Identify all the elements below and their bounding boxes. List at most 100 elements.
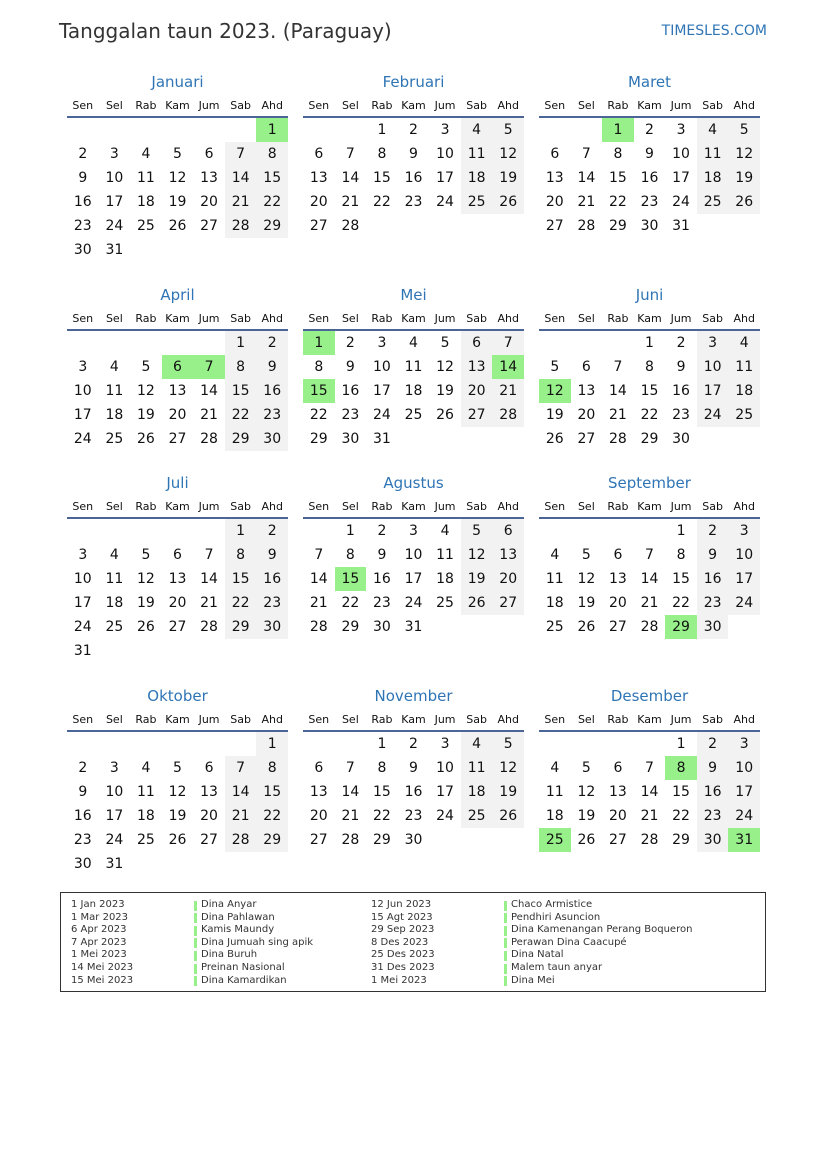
day-cell: 2 xyxy=(256,331,288,355)
weekday-label: Rab xyxy=(371,713,393,726)
day-cell: 13 xyxy=(609,571,627,587)
empty-cell xyxy=(162,732,194,756)
day-cell: 24 xyxy=(672,194,690,210)
brand-link[interactable]: TIMESLES.COM xyxy=(661,23,767,39)
day-cell: 17 xyxy=(436,170,454,186)
day-cell: 10 xyxy=(73,383,92,399)
day-cell: 7 xyxy=(224,142,257,166)
day-grid: 1 2 3 4 5 6 7 8 9 10 11 12 13 14 15 16 17 18 19 20 21 22 23 24 2… xyxy=(303,118,524,238)
day-cell: 21 xyxy=(224,190,257,214)
day-cell: 3 xyxy=(728,732,760,756)
weekday-label: Jum xyxy=(670,312,692,325)
day-cell: 20 xyxy=(460,379,493,403)
empty-cell xyxy=(130,519,162,543)
weekday-label: Sen xyxy=(72,713,94,726)
day-cell: 29 xyxy=(256,828,288,852)
day-cell: 3 xyxy=(78,547,88,563)
holiday-date: 15 Mei 2023 xyxy=(71,974,134,986)
weekday-label: Sab xyxy=(702,99,723,112)
weekday-header: Sen Sel Rab Kam Jum Sab Ahd xyxy=(539,495,760,519)
day-cell: 7 xyxy=(345,146,355,162)
day-cell: 28 xyxy=(577,218,596,234)
empty-cell xyxy=(571,118,603,142)
day-cell: 8 xyxy=(377,760,387,776)
day-cell: 30 xyxy=(256,427,288,451)
day-cell: 10 xyxy=(672,146,690,162)
day-grid: 1 2 3 4 5 6 7 8 9 10 11 12 13 14 15 16 17 18 19 20 21 22 23 24 2… xyxy=(67,331,288,451)
day-cell: 11 xyxy=(436,547,454,563)
day-cell: 5 xyxy=(581,547,591,563)
day-cell: 21 xyxy=(640,808,659,824)
empty-cell xyxy=(162,331,194,355)
holiday-date: 1 Jan 2023 xyxy=(71,899,125,910)
weekday-label: Rab xyxy=(371,312,393,325)
day-cell: 24 xyxy=(696,403,729,427)
day-cell: 2 xyxy=(676,335,686,351)
weekday-label: Kam xyxy=(401,713,426,726)
day-cell: 27 xyxy=(200,832,218,848)
day-cell: 26 xyxy=(168,218,187,234)
day-cell: 21 xyxy=(577,194,596,210)
day-cell: 6 xyxy=(173,547,182,563)
day-cell: 6 xyxy=(581,359,591,375)
day-cell: 28 xyxy=(224,214,257,238)
weekday-label: Jum xyxy=(434,713,456,726)
day-cell: 23 xyxy=(373,595,391,611)
month-name: Januari xyxy=(151,73,204,91)
empty-cell xyxy=(130,732,162,756)
holiday-marker xyxy=(504,900,507,911)
day-cell: 10 xyxy=(105,170,124,186)
day-cell: 4 xyxy=(409,335,418,351)
day-cell: 9 xyxy=(78,784,88,800)
weekday-label: Sen xyxy=(544,312,566,325)
day-cell: 1 xyxy=(645,335,654,351)
weekday-label: Jum xyxy=(198,312,220,325)
day-cell: 12 xyxy=(436,359,454,375)
day-cell: 27 xyxy=(200,218,218,234)
weekday-header: Sen Sel Rab Kam Jum Sab Ahd xyxy=(303,708,524,732)
day-cell: 12 xyxy=(168,784,187,800)
weekday-header: Sen Sel Rab Kam Jum Sab Ahd xyxy=(303,495,524,519)
day-cell: 16 xyxy=(404,784,423,800)
day-cell: 27 xyxy=(609,832,627,848)
day-cell: 2 xyxy=(696,519,729,543)
weekday-label: Sel xyxy=(105,713,123,726)
day-cell: 20 xyxy=(492,567,524,591)
day-cell: 2 xyxy=(78,760,88,776)
weekday-label: Rab xyxy=(135,312,157,325)
day-cell: 21 xyxy=(200,595,218,611)
holiday-name: Dina Jumuah sing apik xyxy=(201,936,314,948)
weekday-label: Jum xyxy=(670,500,692,513)
weekday-label: Sen xyxy=(72,99,94,112)
day-cell: 30 xyxy=(256,615,288,639)
day-cell: 3 xyxy=(440,736,450,752)
day-cell: 15 xyxy=(224,567,257,591)
day-cell: 17 xyxy=(672,170,690,186)
day-cell: 27 xyxy=(492,591,524,615)
day-cell: 25 xyxy=(460,804,493,828)
day-cell: 26 xyxy=(728,190,760,214)
day-cell: 18 xyxy=(696,166,729,190)
day-cell: 24 xyxy=(728,591,760,615)
day-cell: 23 xyxy=(256,403,288,427)
holiday-day: 29 xyxy=(665,615,697,639)
month-name: Juli xyxy=(166,474,189,492)
weekday-header: Sen Sel Rab Kam Jum Sab Ahd xyxy=(67,495,288,519)
day-cell: 18 xyxy=(545,595,564,611)
weekday-label: Sel xyxy=(341,99,359,112)
day-cell: 18 xyxy=(137,808,155,824)
weekday-label: Kam xyxy=(401,99,426,112)
holiday-marker xyxy=(194,938,197,949)
day-cell: 9 xyxy=(696,756,729,780)
weekday-label: Sab xyxy=(230,713,251,726)
weekday-label: Sel xyxy=(105,99,123,112)
holiday-day: 1 xyxy=(256,118,288,142)
day-cell: 17 xyxy=(73,595,92,611)
holiday-name: Dina Anyar xyxy=(201,899,257,910)
day-cell: 17 xyxy=(728,567,760,591)
day-cell: 16 xyxy=(256,379,288,403)
empty-cell xyxy=(539,519,571,543)
day-cell: 27 xyxy=(309,832,328,848)
day-cell: 3 xyxy=(78,359,88,375)
